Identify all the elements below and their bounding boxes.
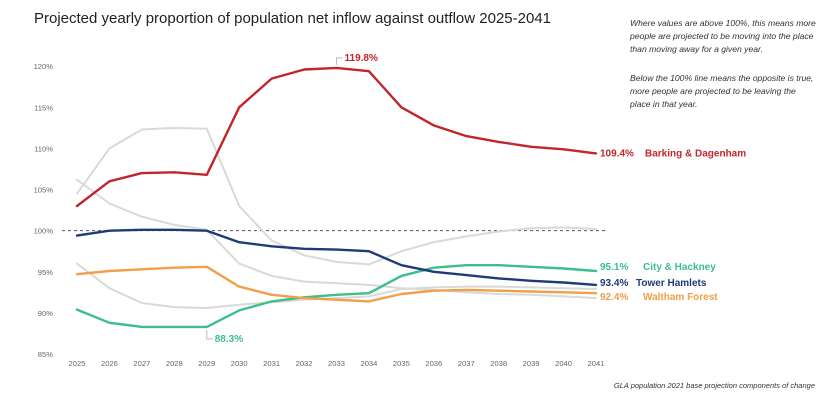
x-tick-label: 2034 <box>360 359 377 368</box>
note-below-100: Below the 100% line means the opposite i… <box>630 73 814 109</box>
x-tick-label: 2028 <box>166 359 183 368</box>
end-value-label: 92.4% <box>600 292 628 303</box>
series-line-other <box>76 178 597 300</box>
x-tick-label: 2040 <box>555 359 572 368</box>
y-tick-label: 90% <box>38 309 53 318</box>
x-tick-label: 2039 <box>523 359 540 368</box>
x-tick-label: 2037 <box>458 359 475 368</box>
end-value-label: 95.1% <box>600 262 628 273</box>
series-line-waltham-forest <box>75 265 598 303</box>
series-line-other <box>76 126 597 266</box>
x-tick-label: 2031 <box>263 359 280 368</box>
x-tick-label: 2027 <box>133 359 150 368</box>
series-line-tower-hamlets <box>75 228 598 287</box>
x-tick-label: 2041 <box>588 359 605 368</box>
annotation-leader <box>206 329 213 340</box>
y-tick-label: 115% <box>34 103 53 112</box>
x-tick-label: 2035 <box>393 359 410 368</box>
x-tick-label: 2038 <box>490 359 507 368</box>
x-tick-label: 2029 <box>198 359 215 368</box>
y-tick-label: 85% <box>38 350 53 359</box>
annotation-leader <box>336 57 343 65</box>
x-tick-label: 2033 <box>328 359 345 368</box>
x-tick-label: 2036 <box>425 359 442 368</box>
series-name-label: City & Hackney <box>643 262 716 273</box>
source-note: GLA population 2021 base projection comp… <box>613 381 815 390</box>
y-tick-label: 120% <box>34 62 54 71</box>
y-tick-label: 110% <box>34 144 53 153</box>
x-tick-label: 2032 <box>296 359 313 368</box>
series-name-label: Barking & Dagenham <box>645 148 746 159</box>
trough-annotation: 88.3% <box>215 334 243 345</box>
y-tick-label: 95% <box>38 268 53 277</box>
x-tick-label: 2030 <box>231 359 248 368</box>
y-tick-label: 105% <box>34 186 54 195</box>
peak-annotation: 119.8% <box>345 53 378 64</box>
series-name-label: Waltham Forest <box>643 292 718 303</box>
series-name-label: Tower Hamlets <box>636 278 707 289</box>
series-line-other <box>76 262 597 309</box>
series-line-city-hackney <box>75 264 598 329</box>
x-tick-label: 2025 <box>69 359 86 368</box>
series-line-barking-dagenham <box>75 66 598 208</box>
chart-title: Projected yearly proportion of populatio… <box>34 10 552 27</box>
y-tick-label: 100% <box>34 227 54 236</box>
x-tick-label: 2026 <box>101 359 118 368</box>
end-value-label: 93.4% <box>600 278 628 289</box>
end-value-label: 109.4% <box>600 148 634 159</box>
note-above-100: Where values are above 100%, this means … <box>630 18 816 54</box>
